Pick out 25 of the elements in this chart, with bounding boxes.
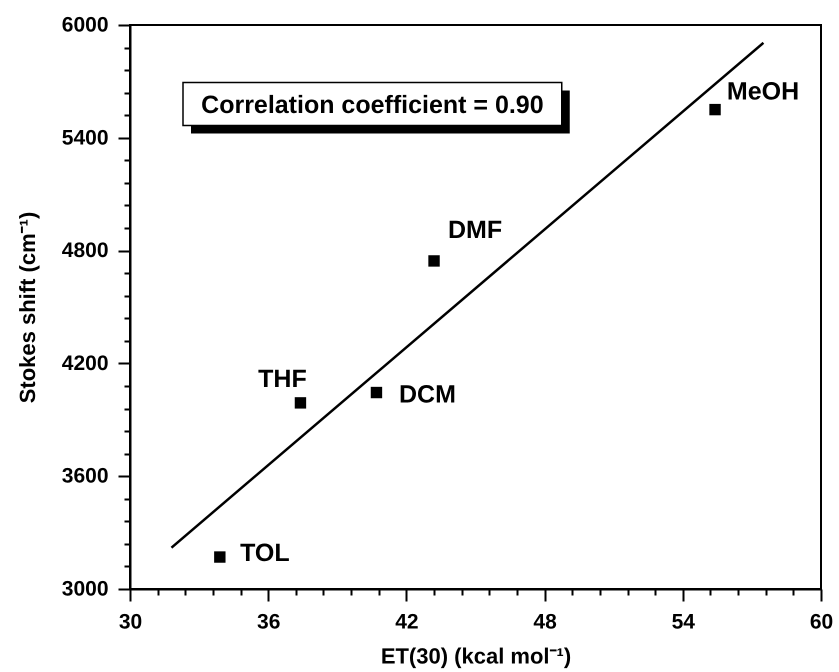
annotation: DCM <box>398 380 456 409</box>
y-tick-label: 4200 <box>62 352 108 375</box>
x-tick-label: 60 <box>810 610 834 634</box>
x-tick-label: 36 <box>257 610 280 634</box>
y-tick-label: 5400 <box>62 126 108 150</box>
point <box>294 397 306 409</box>
annotation: Correlation coefficient = 0.90 <box>201 91 544 119</box>
y-tick-label: 4800 <box>62 239 108 262</box>
point <box>214 551 226 563</box>
y-axis-title: Stokes shift (cm⁻¹) <box>14 212 40 404</box>
point <box>370 386 382 398</box>
x-tick-label: 42 <box>395 610 419 634</box>
y-tick-label: 3000 <box>62 578 108 600</box>
point <box>709 104 721 116</box>
x-axis-title: ET(30) (kcal mol⁻¹) <box>380 644 572 668</box>
annotation: TOL <box>240 539 290 568</box>
annotation: MeOH <box>726 78 800 106</box>
y-tick-label: 6000 <box>62 14 108 36</box>
annotation: DMF <box>448 216 502 244</box>
y-tick-label: 3600 <box>62 464 108 488</box>
annotation: THF <box>258 364 307 393</box>
x-tick-label: 48 <box>533 610 558 634</box>
point <box>428 255 440 267</box>
x-tick-label: 54 <box>672 610 696 634</box>
x-tick-label: 30 <box>118 610 142 634</box>
